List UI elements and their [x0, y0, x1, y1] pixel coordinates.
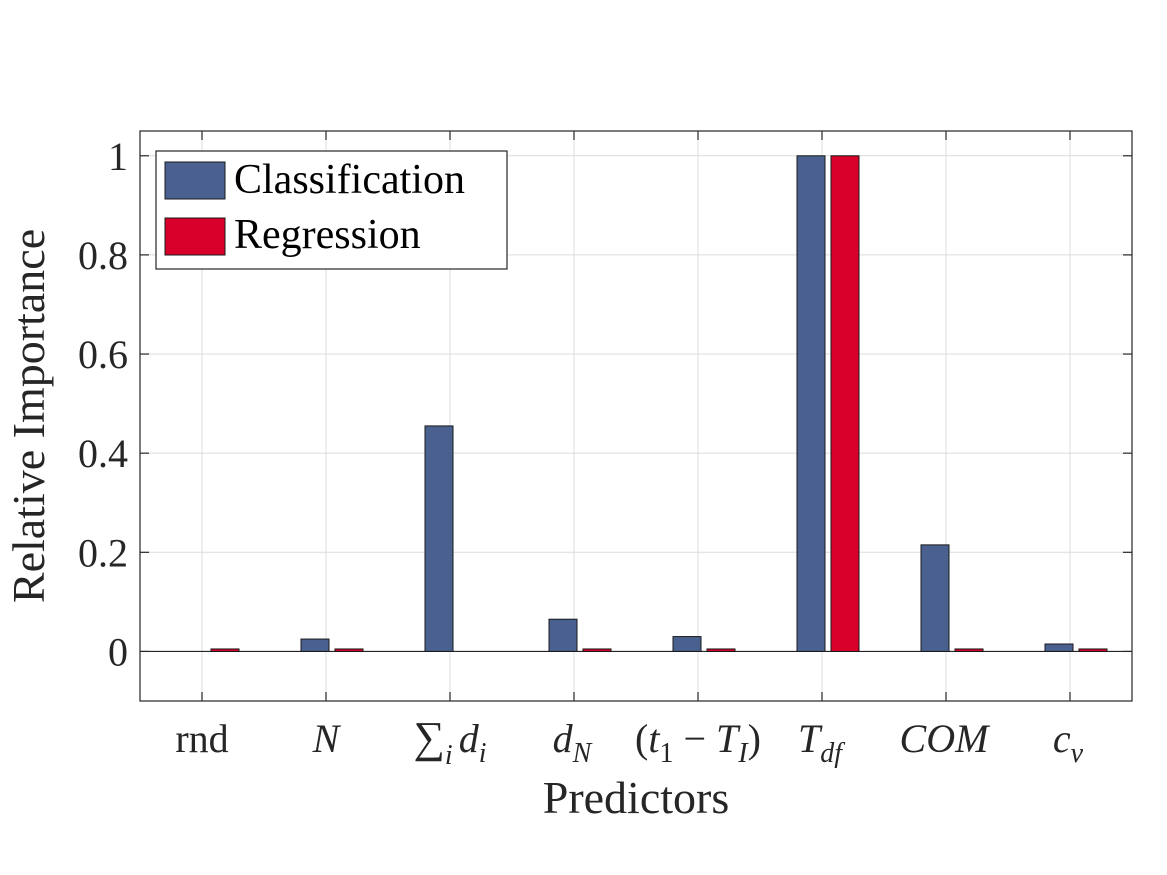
y-axis-ticks: 0 0.2 0.4 0.6 0.8 1 [78, 134, 1132, 674]
x-tick-label-cv: cv [1053, 716, 1084, 769]
bar-classification-7 [1044, 643, 1074, 652]
y-tick-label: 0.6 [78, 332, 128, 377]
bar-classification-1 [300, 638, 330, 652]
plot-frame [139, 130, 1133, 702]
x-tick-label-n: N [312, 716, 342, 761]
legend-swatch-classification [164, 161, 226, 200]
bar-regression-1 [334, 648, 364, 652]
y-axis-label: Relative Importance [3, 229, 54, 603]
legend-label-regression: Regression [234, 212, 421, 258]
bar-classification-4 [672, 636, 702, 652]
x-category-labels: rnd N ∑i di dN (t1 − TI) Tdf COM cv [175, 713, 1083, 771]
bar-regression-3 [582, 648, 612, 652]
y-tick-label: 0.2 [78, 530, 128, 575]
y-tick-label: 0.8 [78, 233, 128, 278]
bars [210, 155, 1108, 652]
x-tick-label-tdf: Tdf [798, 716, 845, 769]
x-tick-label-com: COM [900, 716, 992, 761]
bar-regression-5 [830, 155, 860, 652]
bar-classification-2 [424, 425, 454, 652]
bar-regression-0 [210, 648, 240, 652]
x-tick-label-t1-minus-ti: (t1 − TI) [635, 716, 761, 769]
legend-swatch-regression [164, 217, 226, 256]
legend: Classification Regression [155, 150, 508, 270]
x-axis-label: Predictors [543, 772, 730, 823]
y-tick-label: 0 [108, 629, 128, 674]
legend-label-classification: Classification [234, 157, 465, 203]
bar-regression-4 [706, 648, 736, 652]
bar-classification-6 [920, 544, 950, 652]
bar-classification-5 [796, 155, 826, 652]
bar-regression-6 [954, 648, 984, 652]
bar-regression-7 [1078, 648, 1108, 652]
y-tick-label: 1 [108, 134, 128, 179]
x-tick-label-sum-di: ∑i di [414, 713, 487, 771]
y-tick-label: 0.4 [78, 431, 128, 476]
x-tick-label-dn: dN [553, 716, 593, 769]
x-tick-label-rnd: rnd [175, 716, 228, 761]
bar-classification-3 [548, 618, 578, 652]
x-axis-ticks [201, 131, 1071, 701]
